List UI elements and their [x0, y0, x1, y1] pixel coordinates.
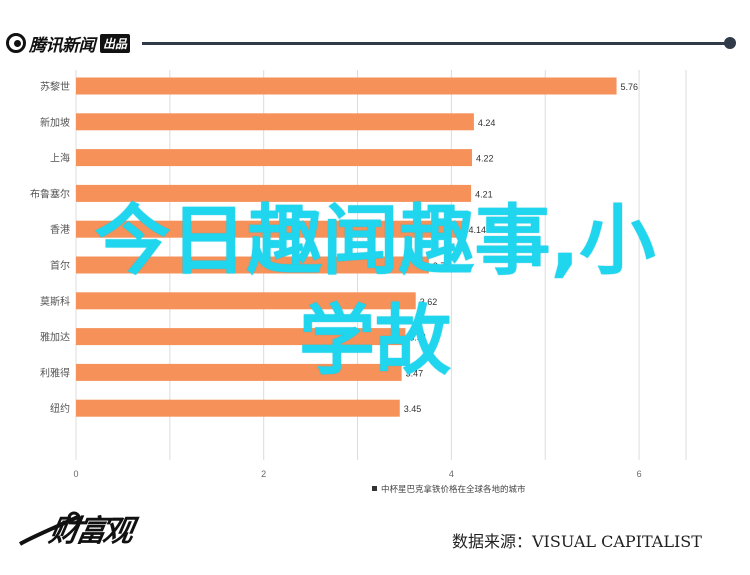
- x-tick-label: 6: [637, 469, 642, 479]
- tencent-news-logo: 腾讯新闻 出品: [6, 30, 131, 56]
- category-label: 苏黎世: [40, 80, 70, 93]
- category-label: 莫斯科: [40, 295, 70, 308]
- category-label: 首尔: [50, 259, 70, 272]
- footer-logo-swoosh-icon: [19, 511, 81, 546]
- legend-swatch: [372, 486, 377, 491]
- value-label: 3.47: [406, 368, 424, 378]
- bar: [76, 256, 429, 274]
- value-label: 4.21: [475, 189, 493, 199]
- bar: [76, 220, 465, 238]
- category-label: 新加坡: [40, 116, 70, 129]
- value-label: 3.76: [433, 261, 451, 271]
- bar: [76, 292, 416, 310]
- value-label: 4.24: [478, 118, 496, 128]
- bar: [76, 399, 400, 417]
- category-label: 上海: [50, 152, 70, 165]
- value-label: 5.76: [621, 82, 639, 92]
- category-label: 雅加达: [40, 331, 70, 344]
- bar: [76, 328, 406, 346]
- category-label: 香港: [50, 224, 70, 236]
- legend-label: 中杯星巴克拿铁价格在全球各地的城市: [381, 484, 526, 495]
- bar-chart: 苏黎世 5.76 新加坡 4.24 上海 4.22 布鲁塞尔 4.21 香港 4.14 首尔 3.76…: [30, 70, 687, 495]
- logo-mark-icon: [6, 33, 26, 53]
- value-label: 3.62: [420, 297, 438, 307]
- category-label: 布鲁塞尔: [30, 187, 70, 200]
- header-divider: [142, 42, 730, 45]
- data-source: 数据来源：VISUAL CAPITALIST: [452, 532, 702, 551]
- bar: [76, 149, 473, 167]
- bar: [76, 363, 402, 381]
- x-tick-label: 2: [261, 469, 266, 479]
- bar: [76, 77, 617, 95]
- bar: [76, 184, 472, 202]
- value-label: 3.45: [404, 404, 422, 414]
- x-tick-label: 0: [73, 469, 78, 479]
- category-label: 纽约: [50, 402, 70, 415]
- header-divider-dot: [724, 37, 736, 49]
- value-label: 4.14: [469, 225, 487, 235]
- bar: [76, 113, 474, 131]
- logo-text: 腾讯新闻: [29, 35, 96, 56]
- footer-logo-text: 财富观: [46, 514, 134, 549]
- logo-badge: 出品: [100, 33, 131, 53]
- category-label: 利雅得: [40, 366, 70, 379]
- footer-logo: 财富观: [14, 502, 133, 552]
- value-label: 4.22: [476, 154, 494, 164]
- value-label: 3.51: [409, 333, 427, 343]
- x-tick-label: 4: [449, 469, 454, 479]
